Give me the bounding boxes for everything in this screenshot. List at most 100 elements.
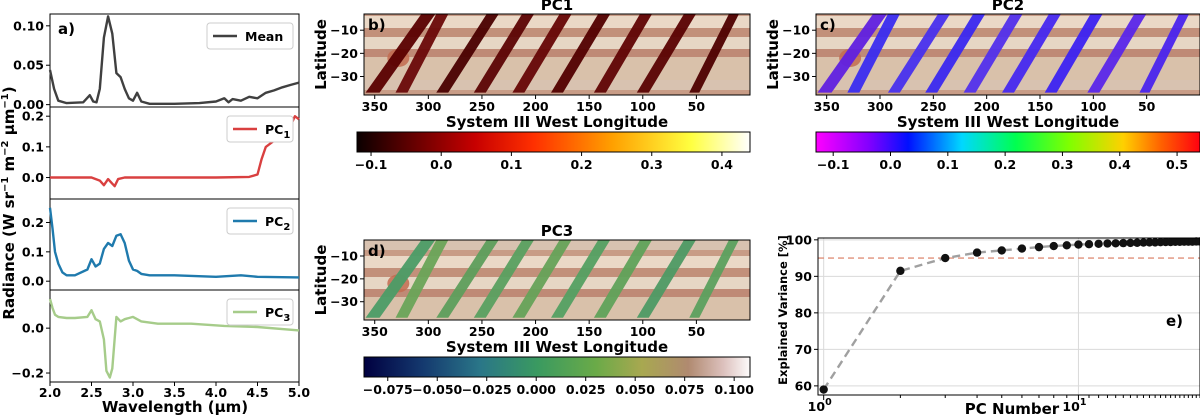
y-tick-label: 90 [795, 269, 813, 284]
x-tick-label: 150 [576, 99, 602, 114]
y-tick-label: −10 [330, 249, 358, 264]
x-tick-label: 100 [630, 99, 656, 114]
legend-label: Mean [245, 29, 283, 44]
map-xlabel: System III West Longitude [897, 113, 1119, 131]
colorbar: −0.1 0.0 0.1 0.2 0.3 0.4 0.5 [815, 131, 1200, 172]
map-frame [363, 13, 751, 96]
panel-label: b) [368, 16, 386, 34]
variance-point [941, 253, 950, 263]
spectra-subplots: 0.00 0.05 0.10 Mean 0.0 0.1 0.2 PC1 0.0 0.1 0.2 PC2… [11, 13, 300, 383]
variance-point [1195, 237, 1200, 246]
data-stripe [436, 240, 499, 318]
colorbar-tick-label: 0.3 [1051, 157, 1073, 172]
data-stripe [817, 14, 887, 93]
variance-point [1074, 240, 1083, 249]
y-tick-label: −30 [330, 69, 358, 84]
x-tick-label: 250 [920, 99, 946, 114]
colorbar-tick-label: 0.2 [570, 157, 592, 172]
x-tick-label: 100 [630, 324, 656, 339]
data-stripe [1139, 14, 1189, 93]
y-tick-label: 0.00 [13, 97, 44, 112]
y-tick-label: −0.2 [11, 366, 44, 381]
colorbar: −0.1 0.0 0.1 0.2 0.3 0.4 [355, 131, 751, 172]
data-stripe [1002, 14, 1061, 93]
x-tick-label: 4.0 [205, 385, 227, 400]
variance-point [1017, 244, 1027, 253]
colorbar-tick-label: −0.1 [817, 157, 850, 172]
colorbar-tick-label: 0.0 [430, 157, 452, 172]
map-ylabel: Latitude [312, 245, 330, 316]
y-tick-label: 70 [795, 342, 813, 357]
colorbar-tick-label: 0.1 [500, 157, 522, 172]
colorbar-gradient [363, 356, 751, 378]
y-tick-label: −30 [330, 294, 358, 309]
x-tick-label: 50 [1138, 99, 1156, 114]
map-frame [815, 13, 1200, 96]
y-tick-label: 0.2 [22, 109, 44, 124]
colorbar-tick-label: 0.4 [711, 157, 733, 172]
y-tick-label: 0.10 [13, 18, 44, 33]
variance-point [1103, 239, 1112, 248]
y-tick-label: 0.1 [22, 244, 44, 259]
x-tick-label: 200 [523, 99, 549, 114]
colorbar-tick-label: 0.4 [1109, 157, 1131, 172]
x-tick-label: 101 [1062, 397, 1086, 414]
map-ylabel: Latitude [312, 19, 330, 90]
x-tick-label: 2.0 [39, 385, 61, 400]
series-line-mean [48, 15, 300, 105]
x-tick-label: 4.5 [246, 385, 268, 400]
data-stripe [887, 14, 950, 93]
data-stripe [925, 14, 986, 93]
data-stripes [817, 14, 1189, 93]
x-tick-label: 5.0 [288, 385, 310, 400]
y-tick-label: −20 [330, 46, 358, 61]
variance-point [896, 266, 905, 276]
data-stripe [395, 240, 449, 318]
variance-point [819, 385, 828, 394]
x-tick-label: 200 [974, 99, 1000, 114]
y-tick-label: 0.2 [22, 215, 44, 230]
y-tick-label: −20 [330, 271, 358, 286]
map-ylabel: Latitude [764, 19, 782, 90]
subplot-pc1: 0.0 0.1 0.2 PC1 [22, 106, 300, 200]
x-tick-label: 3.5 [163, 385, 185, 400]
legend-box [226, 207, 294, 235]
x-tick-label: 300 [867, 99, 893, 114]
colorbar-tick-label: −0.025 [462, 382, 512, 397]
y-tick-label: −30 [782, 69, 810, 84]
colorbar-tick-label: 0.000 [516, 382, 556, 397]
colorbar-tick-label: 0.075 [665, 382, 705, 397]
y-tick-label: −20 [782, 46, 810, 61]
x-tick-label: 300 [415, 324, 441, 339]
x-tick-label: 50 [688, 99, 706, 114]
variance-point [1062, 241, 1071, 250]
colorbar-tick-label: 0.0 [879, 157, 901, 172]
variance-point [1139, 238, 1148, 247]
y-tick-label: 0.1 [22, 139, 44, 154]
data-stripe [636, 14, 696, 93]
map-title: PC1 [541, 0, 573, 14]
colorbar-tick-label: −0.1 [355, 157, 388, 172]
panel-d: PC3 d) 350 300 250 200 150 100 50 −10 −20 −30 System… [312, 222, 754, 397]
subplot-pc2: 0.0 0.1 0.2 PC2 [22, 198, 300, 291]
x-tick-label: 2.5 [80, 385, 102, 400]
x-tick-label: 200 [523, 324, 549, 339]
data-stripe [1044, 14, 1103, 93]
data-stripe [436, 14, 499, 93]
data-stripe [963, 14, 1023, 93]
x-tick-label: 350 [814, 99, 840, 114]
colorbar-tick-label: 0.050 [615, 382, 655, 397]
x-tick-label: 100 [1080, 99, 1106, 114]
y-tick-label: 0.0 [22, 321, 44, 336]
data-stripe [473, 240, 535, 318]
panel-c: PC2 c) 350 300 250 200 150 100 50 −10 −20 −30 System… [764, 0, 1200, 172]
data-stripe [512, 240, 572, 318]
x-tick-label: 100 [808, 397, 832, 414]
variance-point [1084, 240, 1094, 249]
panel-a: 0.00 0.05 0.10 Mean 0.0 0.1 0.2 PC1 0.0 0.1 0.2 PC2… [0, 13, 310, 416]
x-tick-label: 350 [362, 99, 388, 114]
variance-point [1111, 239, 1120, 248]
panel-e-frame [817, 237, 1200, 396]
y-tick-label: 100 [786, 232, 812, 247]
subplot-pc3: −0.2 0.0 PC3 [11, 289, 300, 383]
